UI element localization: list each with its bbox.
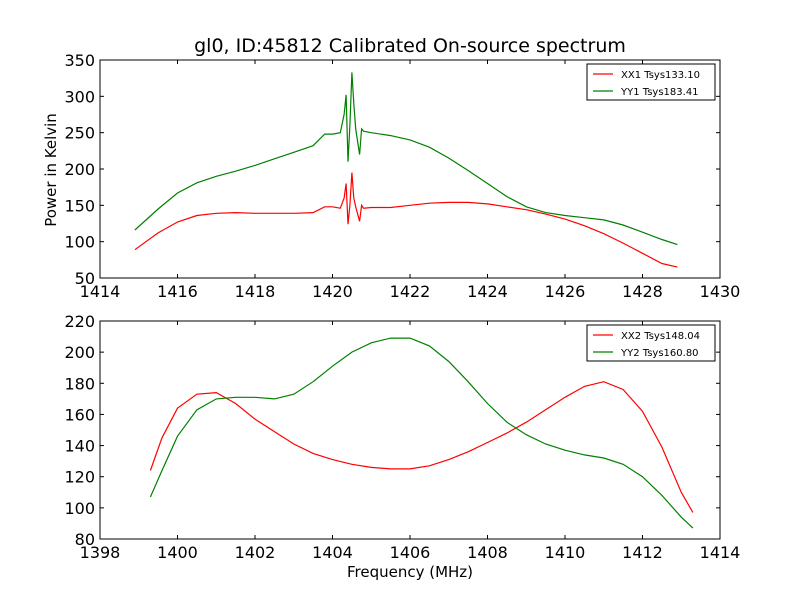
legend-entry: XX2 Tsys148.04 [621, 331, 700, 342]
legend-entry: YY2 Tsys160.80 [620, 348, 699, 359]
x-tick-label: 1414 [80, 282, 121, 301]
y-tick-label: 100 [64, 233, 95, 252]
y-tick-label: 80 [75, 530, 95, 549]
y-tick-label: 350 [64, 51, 95, 70]
top-plot-area: 1414 1416 1418 1420 1422 1424 1426 1428 1430 50 10… [64, 51, 740, 301]
series-line-1 [134, 172, 678, 268]
y-tick-label: 120 [64, 468, 95, 487]
x-tick-label: 1406 [390, 543, 431, 562]
chart-title: gl0, ID:45812 Calibrated On-source spect… [194, 35, 626, 57]
series-line-1 [149, 381, 694, 513]
legend: XX2 Tsys148.04 YY2 Tsys160.80 [586, 324, 716, 362]
x-tick-label: 1412 [622, 543, 663, 562]
x-tick-label: 1418 [235, 282, 276, 301]
y-tick-label: 160 [64, 405, 95, 424]
x-tick-label: 1410 [545, 543, 586, 562]
x-tick-label: 1416 [157, 282, 198, 301]
y-tick-label: 200 [64, 343, 95, 362]
y-tick-label: 100 [64, 499, 95, 518]
legend-entry: YY1 Tsys183.41 [620, 87, 699, 98]
y-tick-label: 250 [64, 124, 95, 143]
y-tick-label: 180 [64, 374, 95, 393]
y-axis-label: Power in Kelvin [42, 113, 60, 227]
y-tick-label: 50 [75, 269, 95, 288]
y-tick-label: 300 [64, 87, 95, 106]
y-tick-label: 200 [64, 160, 95, 179]
x-tick-label: 1428 [622, 282, 663, 301]
legend-box [586, 63, 716, 101]
legend-box [586, 324, 716, 362]
x-axis-label: Frequency (MHz) [347, 563, 473, 581]
series-line-2 [134, 72, 678, 246]
y-tick-label: 150 [64, 196, 95, 215]
bottom-plot-panel: Frequency (MHz) 1398 1400 1402 1404 1406 1408… [64, 312, 740, 581]
series-line-2 [149, 337, 694, 529]
legend: XX1 Tsys133.10 YY1 Tsys183.41 [586, 63, 716, 101]
bottom-plot-area: 1398 1400 1402 1404 1406 1408 1410 1412 1414 80 10… [64, 312, 740, 562]
x-tick-label: 1422 [390, 282, 431, 301]
top-plot-panel: gl0, ID:45812 Calibrated On-source spect… [42, 35, 740, 301]
x-tick-label: 1430 [700, 282, 741, 301]
x-tick-label: 1408 [467, 543, 508, 562]
x-tick-label: 1398 [80, 543, 121, 562]
y-tick-label: 140 [64, 437, 95, 456]
x-tick-label: 1426 [545, 282, 586, 301]
x-tick-label: 1420 [312, 282, 353, 301]
x-tick-label: 1400 [157, 543, 198, 562]
y-tick-label: 220 [64, 312, 95, 331]
legend-entry: XX1 Tsys133.10 [621, 70, 700, 81]
x-tick-label: 1414 [700, 543, 741, 562]
x-tick-label: 1402 [235, 543, 276, 562]
x-tick-label: 1424 [467, 282, 508, 301]
x-tick-label: 1404 [312, 543, 353, 562]
